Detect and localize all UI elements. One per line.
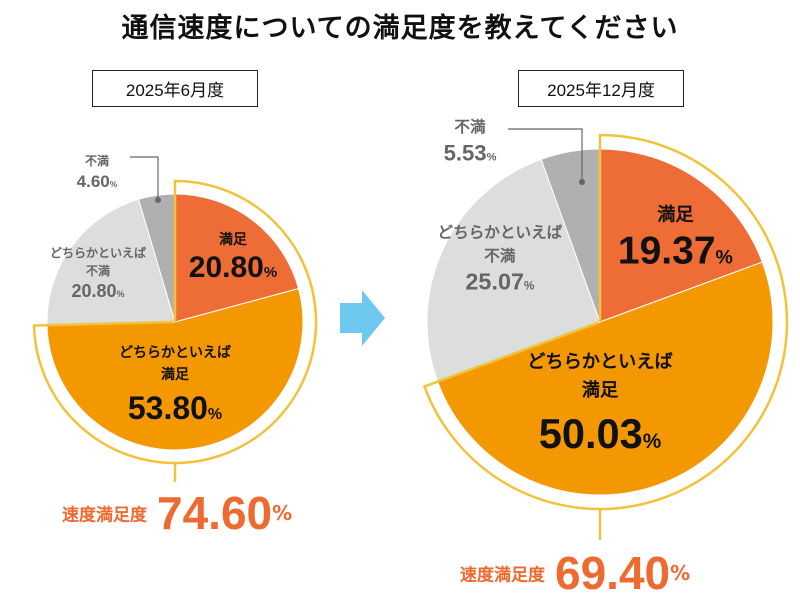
leader-dot — [579, 179, 585, 185]
category-label: どちらかといえば — [527, 352, 673, 372]
highlight-ring — [32, 179, 318, 465]
data-label: 4.60% — [77, 172, 118, 191]
total-value: 74.60 — [157, 487, 273, 539]
category-label: 満足 — [657, 204, 694, 225]
pie-slice — [426, 158, 601, 383]
pie-slice — [436, 261, 774, 496]
total-value: 69.40 — [555, 547, 671, 599]
pie-slice — [46, 287, 304, 451]
page-title: 通信速度についての満足度を教えてください — [121, 13, 679, 44]
category-label: どちらかといえば — [119, 344, 231, 360]
data-label: 20.80% — [189, 251, 277, 284]
category-label: どちらかといえば — [50, 245, 146, 260]
period-label-december: 2025年12月度 — [518, 70, 684, 107]
total-unit: % — [272, 501, 293, 525]
pie-slice — [46, 198, 176, 326]
total-label: 速度満足度 — [460, 565, 545, 586]
leader-line — [508, 128, 583, 182]
data-label: 53.80% — [128, 390, 222, 426]
category-label: 不満 — [85, 153, 109, 168]
data-label: 20.80% — [71, 281, 124, 301]
category-label: 満足 — [219, 231, 248, 247]
category-label: 不満 — [484, 247, 516, 265]
category-label: どちらかといえば — [438, 224, 563, 242]
leader-line — [130, 156, 159, 200]
data-label: 5.53% — [444, 141, 497, 166]
data-label: 50.03% — [539, 410, 662, 457]
arrow-icon — [340, 290, 385, 346]
data-label: 19.37% — [618, 230, 733, 273]
total-december: 速度満足度 69.40% — [460, 546, 690, 600]
highlight-ring — [422, 133, 789, 511]
data-label: 25.07% — [465, 269, 535, 295]
pie-slice — [599, 148, 763, 323]
period-label-june: 2025年6月度 — [92, 70, 258, 107]
pie-slice — [174, 193, 300, 323]
total-unit: % — [670, 561, 691, 585]
category-label: 満足 — [161, 366, 190, 382]
leader-dot — [155, 197, 161, 203]
category-label: 不満 — [454, 118, 486, 136]
category-label: 不満 — [86, 263, 110, 278]
total-june: 速度満足度 74.60% — [62, 486, 292, 540]
total-label: 速度満足度 — [62, 505, 147, 526]
category-label: 満足 — [582, 379, 619, 400]
